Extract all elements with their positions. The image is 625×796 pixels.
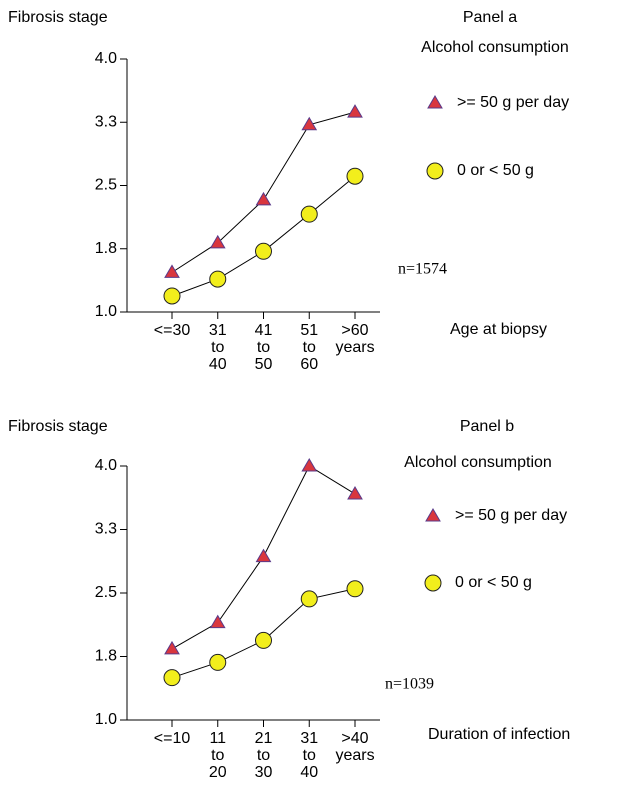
data-point <box>163 287 181 305</box>
x-tick-label: 31 to 40 <box>208 322 227 373</box>
data-point <box>164 264 180 278</box>
data-point <box>255 242 272 260</box>
x-tick-label: 21 to 30 <box>254 730 273 781</box>
legend-label: >= 50 g per day <box>457 94 569 111</box>
legend-label: 0 or < 50 g <box>457 162 534 179</box>
data-point <box>300 590 318 608</box>
x-tick-label: <=30 <box>153 322 191 339</box>
y-tick-label: 2.5 <box>95 584 117 601</box>
x-axis-label: Duration of infection <box>428 726 570 743</box>
data-point <box>347 104 363 118</box>
x-tick-label: 41 to 50 <box>254 322 273 373</box>
data-point <box>301 458 318 472</box>
y-tick-label: 2.5 <box>95 177 117 194</box>
x-axis-label: Age at biopsy <box>450 321 547 338</box>
data-point <box>209 270 227 288</box>
data-point <box>255 191 272 206</box>
y-tick-label: 1.8 <box>95 240 117 257</box>
panel-title: Panel a <box>463 9 517 26</box>
y-tick-label: 3.3 <box>95 113 117 130</box>
legend-marker <box>426 162 444 180</box>
x-tick-label: 11 to 20 <box>208 730 227 781</box>
data-point <box>300 205 318 223</box>
legend-marker <box>427 95 443 109</box>
y-tick-label: 1.8 <box>95 648 117 665</box>
data-point <box>255 631 272 649</box>
annotation: n=1574 <box>398 261 447 278</box>
legend-marker <box>425 508 441 522</box>
annotation: n=1039 <box>385 676 434 693</box>
y-tick-label: 1.0 <box>95 303 117 320</box>
y-tick-label: 4.0 <box>95 50 117 67</box>
y-tick-label: 1.0 <box>95 711 117 728</box>
x-tick-label: 31 to 40 <box>300 730 319 781</box>
data-point <box>301 116 318 131</box>
panel-title: Panel b <box>460 418 514 435</box>
legend-title: Alcohol consumption <box>404 454 552 471</box>
legend-title: Alcohol consumption <box>421 39 569 56</box>
x-tick-label: >40 years <box>335 730 375 764</box>
data-point <box>346 580 364 598</box>
y-tick-label: 4.0 <box>95 457 117 474</box>
data-point <box>346 167 364 185</box>
legend-label: >= 50 g per day <box>455 507 567 524</box>
data-point <box>209 653 227 671</box>
data-point <box>255 548 272 563</box>
x-tick-label: 51 to 60 <box>300 322 319 373</box>
legend-label: 0 or < 50 g <box>455 574 532 591</box>
y-tick-label: 3.3 <box>95 521 117 538</box>
y-axis-label: Fibrosis stage <box>8 9 108 26</box>
data-point <box>347 485 363 500</box>
data-point <box>209 234 226 249</box>
data-point <box>164 640 180 655</box>
y-axis-label: Fibrosis stage <box>8 418 108 435</box>
x-tick-label: <=10 <box>153 730 191 747</box>
data-point <box>209 614 226 629</box>
legend-marker <box>424 574 442 592</box>
x-tick-label: >60 years <box>335 322 375 356</box>
data-point <box>163 669 181 687</box>
